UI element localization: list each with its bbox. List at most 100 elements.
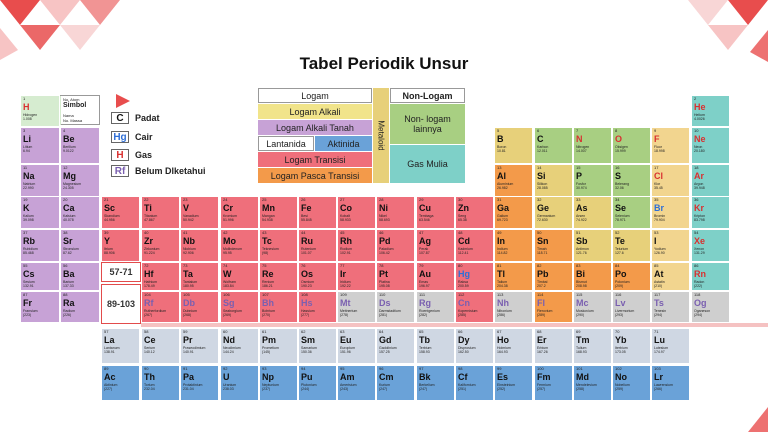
- element-rn[interactable]: 86 Rn Radon (222): [691, 262, 730, 291]
- element-mt[interactable]: 109 Mt Meitnerium (278): [337, 291, 376, 323]
- element-zr[interactable]: 40 Zr Zirkonium 91.224: [141, 229, 180, 262]
- element-cm[interactable]: 96 Cm Kurium (247): [376, 365, 415, 401]
- element-pt[interactable]: 78 Pt Platina 195.08: [376, 262, 415, 291]
- element-br[interactable]: 35 Br Bromin 79.904: [651, 196, 690, 229]
- element-ta[interactable]: 73 Ta Tantalum 180.95: [180, 262, 219, 291]
- element-p[interactable]: 15 P Fosfor 30.974: [573, 164, 612, 197]
- element-b[interactable]: 5 B Boron 10.81: [494, 127, 533, 164]
- element-ds[interactable]: 110 Ds Darmstadtium (281): [376, 291, 415, 323]
- element-h[interactable]: 1 H Hidrogen 1.008: [20, 95, 60, 127]
- element-mn[interactable]: 25 Mn Mangan 54.938: [259, 196, 298, 229]
- element-u[interactable]: 92 U Uranium 238.03: [220, 365, 259, 401]
- element-lr[interactable]: 103 Lr Lawrensium (266): [651, 365, 690, 401]
- element-fe[interactable]: 26 Fe Besi 55.845: [298, 196, 337, 229]
- element-dy[interactable]: 66 Dy Disprosium 162.50: [455, 328, 494, 364]
- element-sr[interactable]: 38 Sr Stronsium 87.62: [60, 229, 100, 262]
- element-mg[interactable]: 12 Mg Magnesium 24.305: [60, 164, 100, 197]
- element-rh[interactable]: 45 Rh Rodium 102.91: [337, 229, 376, 262]
- element-w[interactable]: 74 W Wolfram 183.84: [220, 262, 259, 291]
- element-pb[interactable]: 82 Pb Timbal 207.2: [534, 262, 573, 291]
- element-tm[interactable]: 69 Tm Tulium 168.93: [573, 328, 612, 364]
- element-pd[interactable]: 46 Pd Paladium 106.42: [376, 229, 415, 262]
- element-mc[interactable]: 115 Mc Moskovium (290): [573, 291, 612, 323]
- element-ra[interactable]: 88 Ra Radium (226): [60, 291, 100, 323]
- element-al[interactable]: 13 Al Aluminium 26.982: [494, 164, 533, 197]
- element-la[interactable]: 57 La Lantanum 138.91: [101, 328, 140, 364]
- element-pu[interactable]: 94 Pu Plutonium (244): [298, 365, 337, 401]
- element-bi[interactable]: 83 Bi Bismut 208.98: [573, 262, 612, 291]
- element-nh[interactable]: 113 Nh Nihonium (286): [494, 291, 533, 323]
- element-rf[interactable]: 104 Rf Rutherfordium (267): [141, 291, 180, 323]
- element-re[interactable]: 75 Re Renium 186.21: [259, 262, 298, 291]
- element-ru[interactable]: 44 Ru Rutenium 101.07: [298, 229, 337, 262]
- element-ac[interactable]: 89 Ac Aktinium (227): [101, 365, 140, 401]
- element-tc[interactable]: 43 Tc Teknesium (98): [259, 229, 298, 262]
- element-at[interactable]: 85 At Astatin (210): [651, 262, 690, 291]
- element-nd[interactable]: 60 Nd Neodimium 144.24: [220, 328, 259, 364]
- element-cn[interactable]: 112 Cn Kopernisium (285): [455, 291, 494, 323]
- element-lv[interactable]: 116 Lv Livermorium (293): [612, 291, 651, 323]
- element-si[interactable]: 14 Si Silikon 28.085: [534, 164, 573, 197]
- element-he[interactable]: 2 He Helium 4.0026: [691, 95, 730, 127]
- element-ni[interactable]: 28 Ni Nikel 58.693: [376, 196, 415, 229]
- element-tl[interactable]: 81 Tl Talium 204.38: [494, 262, 533, 291]
- element-fm[interactable]: 100 Fm Fermium (257): [534, 365, 573, 401]
- element-te[interactable]: 52 Te Telurium 127.6: [612, 229, 651, 262]
- element-rg[interactable]: 111 Rg Roentgenium (282): [416, 291, 455, 323]
- element-no[interactable]: 102 No Nobelium (259): [612, 365, 651, 401]
- element-be[interactable]: 4 Be Berilium 9.0122: [60, 127, 100, 164]
- element-ga[interactable]: 31 Ga Galium 69.723: [494, 196, 533, 229]
- element-cr[interactable]: 24 Cr Kromium 51.996: [220, 196, 259, 229]
- element-i[interactable]: 53 I Yodium 126.90: [651, 229, 690, 262]
- element-np[interactable]: 93 Np Neptunium (237): [259, 365, 298, 401]
- element-hs[interactable]: 108 Hs Hassium (277): [298, 291, 337, 323]
- element-am[interactable]: 95 Am Amerisium (243): [337, 365, 376, 401]
- element-ce[interactable]: 58 Ce Serium 140.12: [141, 328, 180, 364]
- element-mo[interactable]: 42 Mo Molibdenum 95.95: [220, 229, 259, 262]
- element-s[interactable]: 16 S Belerang 32.06: [612, 164, 651, 197]
- element-gd[interactable]: 64 Gd Gadolinium 157.25: [376, 328, 415, 364]
- element-po[interactable]: 84 Po Polonium (209): [612, 262, 651, 291]
- element-sg[interactable]: 106 Sg Seaborgium (269): [220, 291, 259, 323]
- element-li[interactable]: 3 Li Litium 6.94: [20, 127, 60, 164]
- element-sc[interactable]: 21 Sc Skandium 44.956: [101, 196, 140, 229]
- element-au[interactable]: 79 Au Emas 196.97: [416, 262, 455, 291]
- element-ho[interactable]: 67 Ho Holmium 164.93: [494, 328, 533, 364]
- element-pm[interactable]: 61 Pm Prometium (145): [259, 328, 298, 364]
- element-as[interactable]: 33 As Arsen 74.922: [573, 196, 612, 229]
- element-er[interactable]: 68 Er Erbium 167.26: [534, 328, 573, 364]
- element-md[interactable]: 101 Md Mendelevium (258): [573, 365, 612, 401]
- element-cf[interactable]: 98 Cf Kalifornium (251): [455, 365, 494, 401]
- element-ti[interactable]: 22 Ti Titanium 47.867: [141, 196, 180, 229]
- element-pa[interactable]: 91 Pa Protaktinium 231.04: [180, 365, 219, 401]
- element-ar[interactable]: 18 Ar Argon 39.948: [691, 164, 730, 197]
- element-sm[interactable]: 62 Sm Samarium 150.36: [298, 328, 337, 364]
- element-ts[interactable]: 117 Ts Tenesin (294): [651, 291, 690, 323]
- element-bk[interactable]: 97 Bk Berkelium (247): [416, 365, 455, 401]
- element-db[interactable]: 105 Db Dubnium (268): [180, 291, 219, 323]
- element-cl[interactable]: 17 Cl Klor 35.45: [651, 164, 690, 197]
- element-fr[interactable]: 87 Fr Fransium (223): [20, 291, 60, 323]
- element-sb[interactable]: 51 Sb Antimon 121.76: [573, 229, 612, 262]
- element-es[interactable]: 99 Es Einsteinium (252): [494, 365, 533, 401]
- element-cs[interactable]: 55 Cs Sesium 132.91: [20, 262, 60, 291]
- element-f[interactable]: 9 F Fluor 18.998: [651, 127, 690, 164]
- element-og[interactable]: 118 Og Oganeson (294): [691, 291, 730, 323]
- element-cd[interactable]: 48 Cd Kadmium 112.41: [455, 229, 494, 262]
- element-in[interactable]: 49 In Indium 114.82: [494, 229, 533, 262]
- element-hg[interactable]: 80 Hg Raksa 200.59: [455, 262, 494, 291]
- element-o[interactable]: 8 O Oksigen 15.999: [612, 127, 651, 164]
- element-y[interactable]: 39 Y Itrium 88.906: [101, 229, 140, 262]
- element-ge[interactable]: 32 Ge Germanium 72.630: [534, 196, 573, 229]
- element-sn[interactable]: 50 Sn Timah 118.71: [534, 229, 573, 262]
- element-pr[interactable]: 59 Pr Praseodimium 140.91: [180, 328, 219, 364]
- element-cu[interactable]: 29 Cu Tembaga 63.546: [416, 196, 455, 229]
- element-yb[interactable]: 70 Yb Iterbium 173.05: [612, 328, 651, 364]
- element-n[interactable]: 7 N Nitrogen 14.007: [573, 127, 612, 164]
- element-bh[interactable]: 107 Bh Bohrium (270): [259, 291, 298, 323]
- element-ca[interactable]: 20 Ca Kalsium 40.078: [60, 196, 100, 229]
- element-k[interactable]: 19 K Kalium 39.098: [20, 196, 60, 229]
- element-zn[interactable]: 30 Zn Seng 65.38: [455, 196, 494, 229]
- element-na[interactable]: 11 Na Natrium 22.990: [20, 164, 60, 197]
- element-ne[interactable]: 10 Ne Neon 20.180: [691, 127, 730, 164]
